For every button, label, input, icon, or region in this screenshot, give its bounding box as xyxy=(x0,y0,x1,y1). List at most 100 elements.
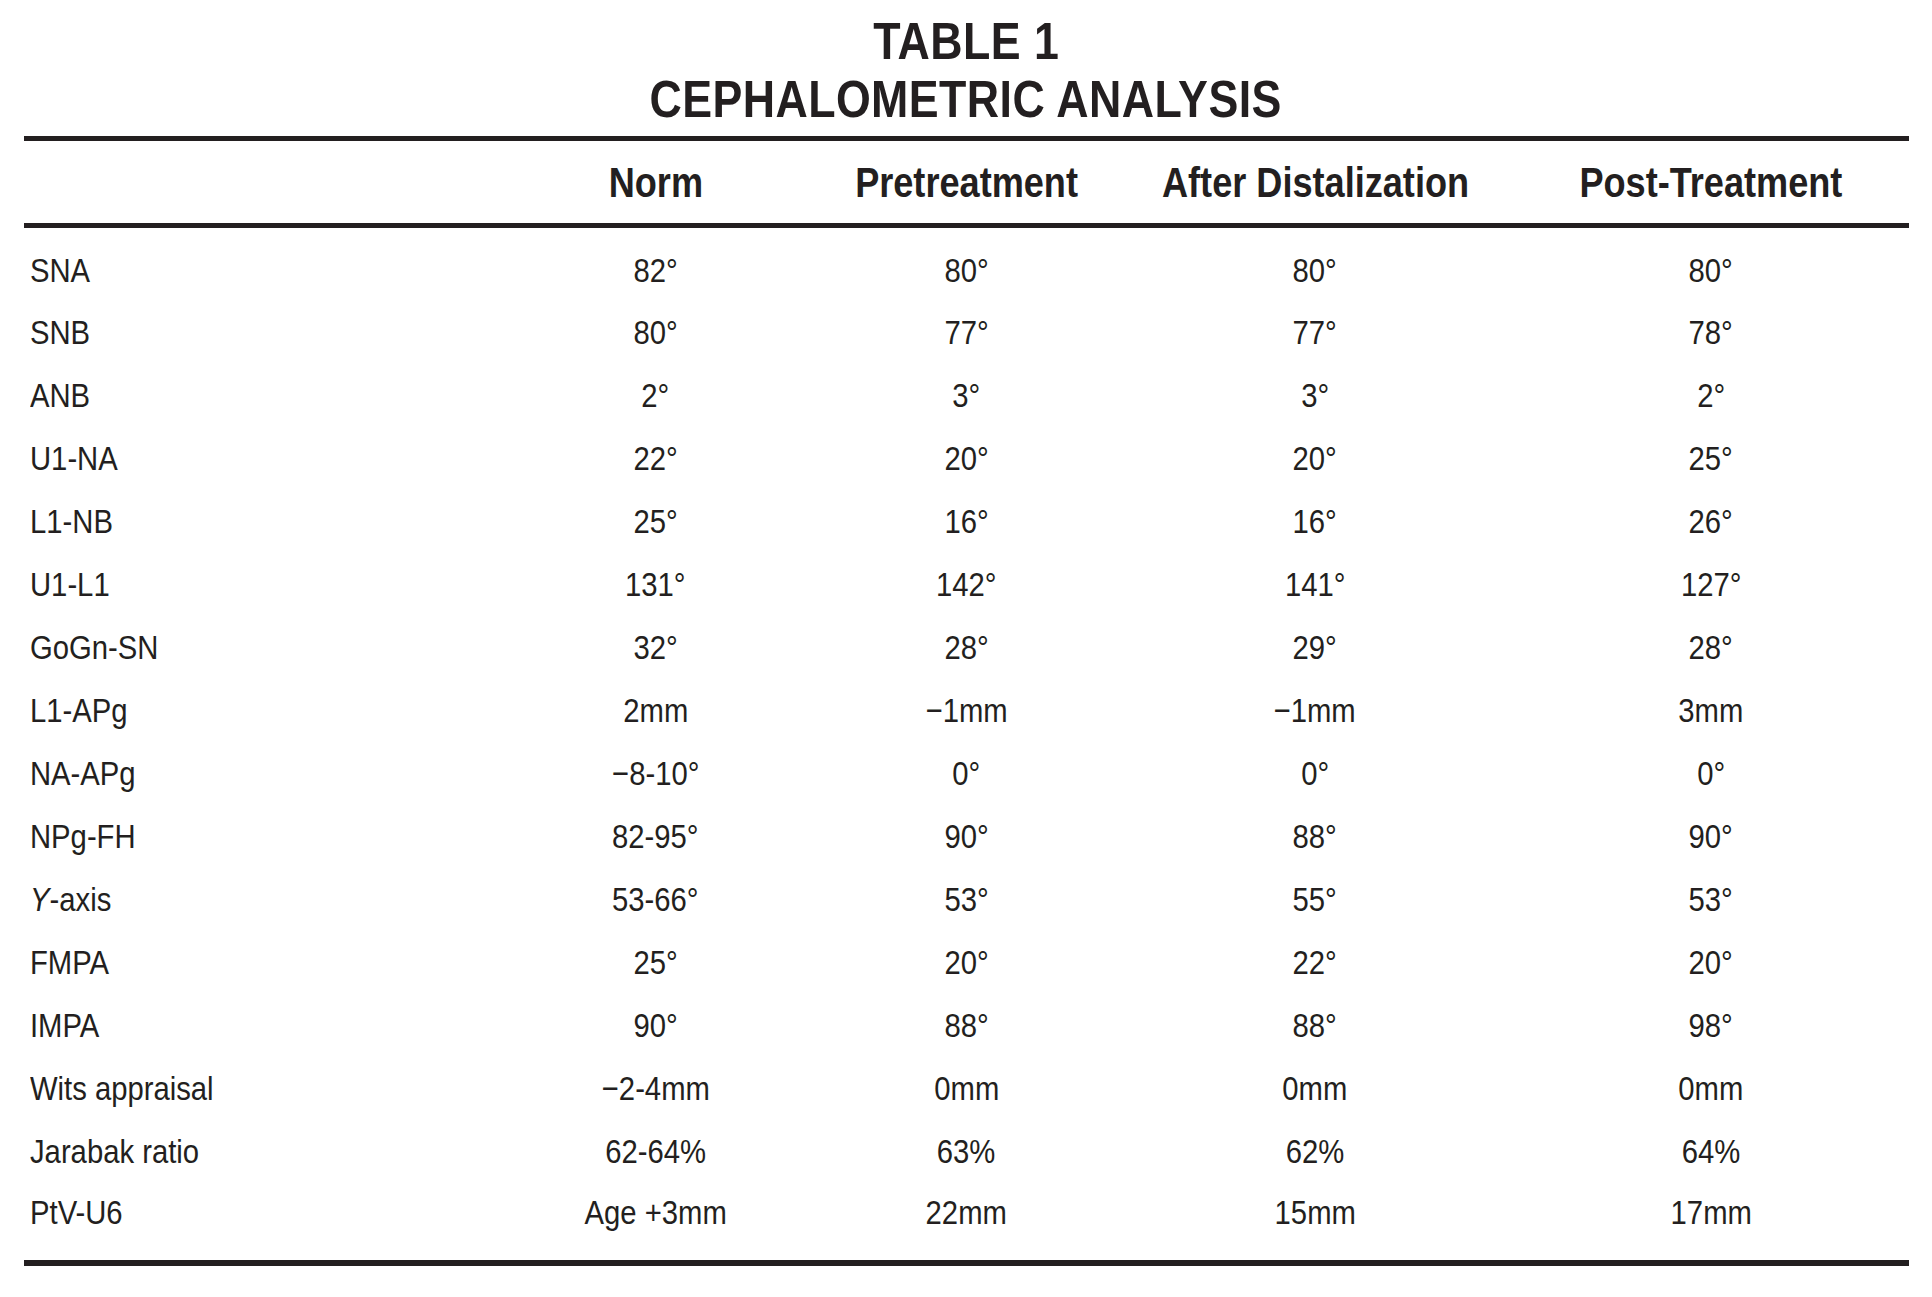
value-text: 28° xyxy=(944,628,988,667)
value-cell: 80° xyxy=(1117,226,1513,301)
value-text: 16° xyxy=(944,502,988,541)
value-text: −1mm xyxy=(925,691,1007,730)
value-cell: 141° xyxy=(1117,553,1513,616)
row-label: SNA xyxy=(24,226,495,301)
column-header-norm-text: Norm xyxy=(608,159,702,207)
value-text: 64% xyxy=(1682,1132,1741,1171)
row-label: L1-APg xyxy=(24,679,495,742)
row-label: U1-L1 xyxy=(24,553,495,616)
value-text: 3mm xyxy=(1679,691,1744,730)
table-row: PtV-U6Age +3mm22mm15mm17mm xyxy=(24,1183,1909,1263)
value-text: 88° xyxy=(1293,1006,1337,1045)
row-label-text: GoGn-SN xyxy=(30,628,158,667)
value-cell: 142° xyxy=(816,553,1118,616)
value-cell: 82° xyxy=(495,226,815,301)
row-label: IMPA xyxy=(24,994,495,1057)
value-cell: 131° xyxy=(495,553,815,616)
value-cell: Age +3mm xyxy=(495,1183,815,1263)
value-cell: 77° xyxy=(1117,301,1513,364)
row-label-text: Jarabak ratio xyxy=(30,1132,199,1171)
table-row: IMPA90°88°88°98° xyxy=(24,994,1909,1057)
value-text: 29° xyxy=(1293,628,1337,667)
row-label: U1-NA xyxy=(24,427,495,490)
value-cell: 3mm xyxy=(1513,679,1909,742)
value-text: 20° xyxy=(1293,439,1337,478)
table-row: Jarabak ratio62-64%63%62%64% xyxy=(24,1120,1909,1183)
value-cell: −1mm xyxy=(816,679,1118,742)
value-cell: 3° xyxy=(816,364,1118,427)
value-text: 98° xyxy=(1689,1006,1733,1045)
value-text: 88° xyxy=(1293,817,1337,856)
row-label-text: L1-APg xyxy=(30,691,128,730)
row-label-text: ANB xyxy=(30,376,90,415)
journal-table-page: TABLE 1 CEPHALOMETRIC ANALYSIS Norm Pret… xyxy=(0,0,1932,1266)
value-text: 63% xyxy=(937,1132,996,1171)
value-cell: 90° xyxy=(1513,805,1909,868)
value-cell: 82-95° xyxy=(495,805,815,868)
value-text: 0° xyxy=(1697,754,1725,793)
row-label-text: U1-L1 xyxy=(30,565,110,604)
value-text: 0mm xyxy=(934,1069,999,1108)
value-cell: 29° xyxy=(1117,616,1513,679)
value-cell: 0° xyxy=(816,742,1118,805)
row-label-text: Y-axis xyxy=(30,880,111,919)
value-cell: 16° xyxy=(1117,490,1513,553)
table-title: CEPHALOMETRIC ANALYSIS xyxy=(0,70,1932,128)
row-label: Y-axis xyxy=(24,868,495,931)
table-title-text: CEPHALOMETRIC ANALYSIS xyxy=(650,70,1282,128)
value-text: 20° xyxy=(944,439,988,478)
value-text: 80° xyxy=(1293,251,1337,290)
value-text: 127° xyxy=(1681,565,1741,604)
value-text: 20° xyxy=(1689,943,1733,982)
value-text: 17mm xyxy=(1670,1193,1751,1232)
value-text: 141° xyxy=(1285,565,1345,604)
table-title-block: TABLE 1 CEPHALOMETRIC ANALYSIS xyxy=(0,0,1932,128)
table-row: NA-APg−8-10°0°0°0° xyxy=(24,742,1909,805)
value-text: 3° xyxy=(1301,376,1329,415)
table-row: ANB2°3°3°2° xyxy=(24,364,1909,427)
table-row: FMPA25°20°22°20° xyxy=(24,931,1909,994)
value-text: 82° xyxy=(633,251,677,290)
row-label-text: U1-NA xyxy=(30,439,118,478)
value-text: 53° xyxy=(1689,880,1733,919)
value-text: 80° xyxy=(944,251,988,290)
value-text: 82-95° xyxy=(612,817,698,856)
table-row: Wits appraisal−2-4mm0mm0mm0mm xyxy=(24,1057,1909,1120)
value-text: 16° xyxy=(1293,502,1337,541)
table-row: L1-APg 2mm −1mm −1mm 3mm xyxy=(24,679,1909,742)
table-row: U1-NA 22° 20° 20° 25° xyxy=(24,427,1909,490)
value-text: 53° xyxy=(944,880,988,919)
value-text: 90° xyxy=(944,817,988,856)
value-cell: −1mm xyxy=(1117,679,1513,742)
column-header-pretreatment-text: Pretreatment xyxy=(855,159,1078,207)
value-text: 80° xyxy=(1689,251,1733,290)
value-text: 22mm xyxy=(926,1193,1007,1232)
value-cell: 80° xyxy=(816,226,1118,301)
value-text: 2mm xyxy=(623,691,688,730)
value-text: 25° xyxy=(1689,439,1733,478)
value-text: 20° xyxy=(944,943,988,982)
row-label: PtV-U6 xyxy=(24,1183,495,1263)
value-text: 2° xyxy=(641,376,669,415)
value-cell: 0° xyxy=(1117,742,1513,805)
value-cell: 32° xyxy=(495,616,815,679)
value-text: 3° xyxy=(952,376,980,415)
value-cell: 90° xyxy=(495,994,815,1057)
row-label: Jarabak ratio xyxy=(24,1120,495,1183)
value-text: 77° xyxy=(944,313,988,352)
value-text: 77° xyxy=(1293,313,1337,352)
value-cell: 22mm xyxy=(816,1183,1118,1263)
value-text: 28° xyxy=(1689,628,1733,667)
row-label-text: L1-NB xyxy=(30,502,113,541)
value-cell: 55° xyxy=(1117,868,1513,931)
row-label-text: FMPA xyxy=(30,943,109,982)
value-cell: 63% xyxy=(816,1120,1118,1183)
value-cell: 20° xyxy=(1513,931,1909,994)
value-text: 0° xyxy=(1301,754,1329,793)
row-label: L1-NB xyxy=(24,490,495,553)
value-cell: 0° xyxy=(1513,742,1909,805)
value-cell: 80° xyxy=(1513,226,1909,301)
value-text: 22° xyxy=(1293,943,1337,982)
row-label: FMPA xyxy=(24,931,495,994)
value-cell: 22° xyxy=(495,427,815,490)
